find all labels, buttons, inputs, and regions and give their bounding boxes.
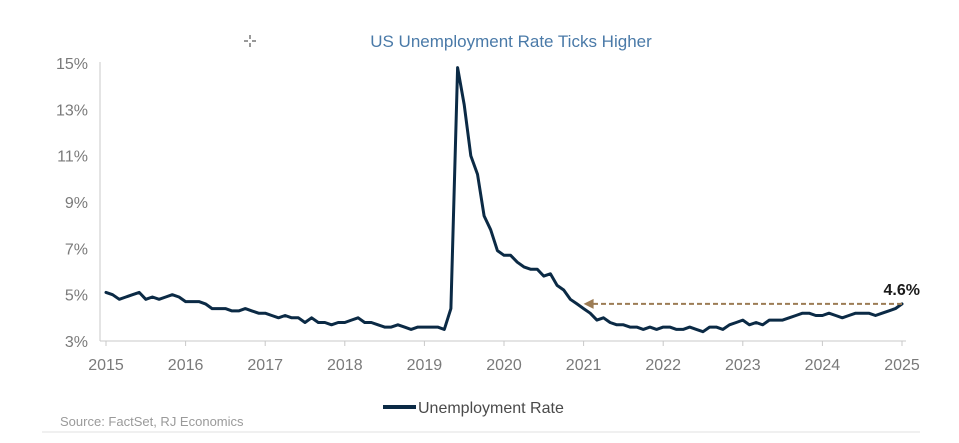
series-line-unemployment-rate [104,66,904,334]
legend-label: Unemployment Rate [418,400,564,417]
x-tick-label: 2021 [566,357,602,374]
crosshair-cursor-icon [244,35,256,47]
x-axis: 2015 2016 2017 2018 2019 2020 2021 2022 2023 2024… [88,341,920,374]
y-tick-label: 11% [57,149,88,166]
y-tick-label: 13% [56,102,88,119]
source-note: Source: FactSet, RJ Economics [60,414,244,429]
y-tick-label: 5% [65,288,88,305]
y-axis: 3% 5% 7% 9% 11% 13% 15% [56,56,88,351]
x-tick-label: 2022 [645,357,681,374]
x-tick-label: 2020 [486,357,522,374]
y-tick-label: 3% [65,334,88,351]
x-tick-label: 2018 [327,357,363,374]
annotation-arrowhead [583,298,594,309]
x-tick-label: 2015 [88,357,124,374]
chart-title: US Unemployment Rate Ticks Higher [370,32,652,51]
x-tick-label: 2016 [168,357,204,374]
x-tick-label: 2019 [407,357,443,374]
y-tick-label: 7% [65,241,88,258]
x-tick-label: 2017 [247,357,283,374]
annotation: 4.6% [583,282,920,309]
x-tick-label: 2025 [884,357,920,374]
x-tick-label: 2024 [805,357,841,374]
annotation-label: 4.6% [884,282,920,299]
y-tick-label: 15% [56,56,88,73]
legend: Unemployment Rate [383,400,564,417]
y-tick-label: 9% [65,195,88,212]
x-tick-label: 2023 [725,357,761,374]
